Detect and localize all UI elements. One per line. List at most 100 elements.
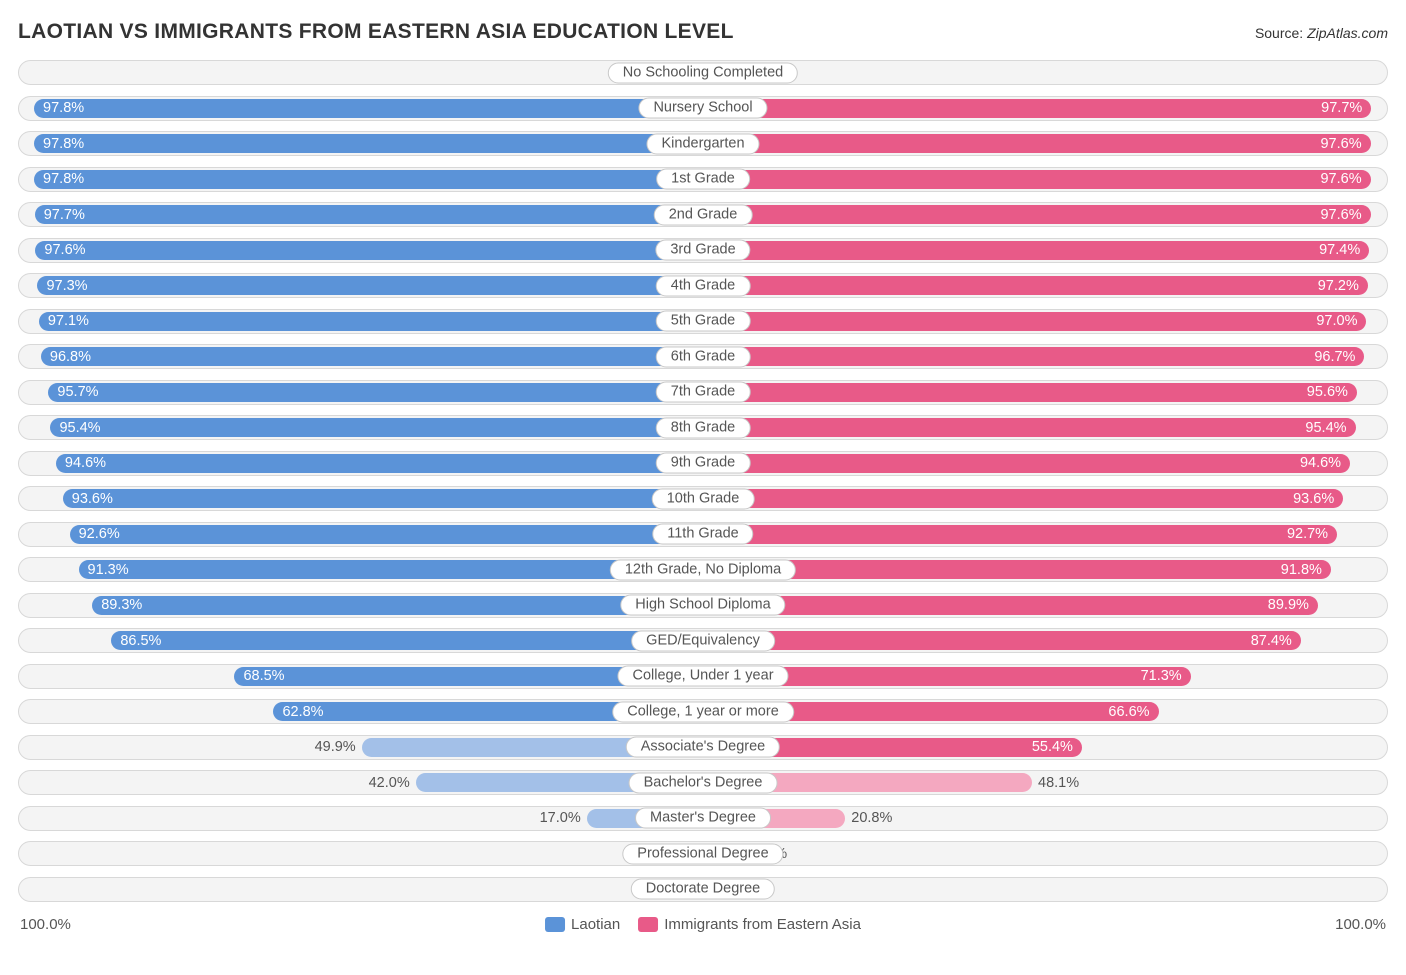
legend-swatch-left xyxy=(545,917,565,932)
category-pill: Kindergarten xyxy=(646,133,759,154)
legend-item-left: Laotian xyxy=(545,916,620,933)
pct-label-right: 20.8% xyxy=(845,807,898,830)
category-pill: 1st Grade xyxy=(656,169,750,190)
chart-row: 96.8%96.7%6th Grade xyxy=(18,344,1388,369)
category-pill: 3rd Grade xyxy=(655,240,750,261)
category-pill: 6th Grade xyxy=(656,346,751,367)
chart-header: LAOTIAN VS IMMIGRANTS FROM EASTERN ASIA … xyxy=(18,20,1388,44)
category-pill: Bachelor's Degree xyxy=(629,772,778,793)
bar-right xyxy=(703,312,1366,331)
bar-left xyxy=(35,205,703,224)
chart-row: 17.0% 20.8% Master's Degree xyxy=(18,806,1388,831)
chart-footer: 100.0% Laotian Immigrants from Eastern A… xyxy=(18,912,1388,936)
bar-left xyxy=(35,241,703,260)
category-pill: 7th Grade xyxy=(656,382,751,403)
pct-label-right: 48.1% xyxy=(1032,771,1085,794)
axis-label-left: 100.0% xyxy=(20,916,71,933)
bar-right xyxy=(703,205,1371,224)
category-pill: Associate's Degree xyxy=(626,737,780,758)
bar-right xyxy=(703,525,1337,544)
category-pill: 5th Grade xyxy=(656,311,751,332)
bar-right xyxy=(703,631,1301,650)
chart-row: 68.5%71.3%College, Under 1 year xyxy=(18,664,1388,689)
legend-swatch-right xyxy=(638,917,658,932)
bar-right xyxy=(703,99,1371,118)
bar-right xyxy=(703,134,1371,153)
bar-right xyxy=(703,347,1364,366)
source-attribution: Source: ZipAtlas.com xyxy=(1255,25,1388,41)
chart-row: 97.6%97.4%3rd Grade xyxy=(18,238,1388,263)
category-pill: High School Diploma xyxy=(620,595,785,616)
chart-row: 93.6%93.6%10th Grade xyxy=(18,486,1388,511)
bar-right xyxy=(703,454,1350,473)
bar-right xyxy=(703,596,1318,615)
bar-right xyxy=(703,241,1369,260)
chart-row: 97.8%97.7%Nursery School xyxy=(18,96,1388,121)
bar-right xyxy=(703,418,1356,437)
bar-left xyxy=(37,276,703,295)
bar-right xyxy=(703,276,1368,295)
legend-item-right: Immigrants from Eastern Asia xyxy=(638,916,861,933)
chart-row: 2.3%3.0%Doctorate Degree xyxy=(18,877,1388,902)
bar-left xyxy=(70,525,703,544)
category-pill: 2nd Grade xyxy=(654,204,753,225)
source-value: ZipAtlas.com xyxy=(1307,25,1388,41)
chart-row: 97.1%97.0%5th Grade xyxy=(18,309,1388,334)
chart-row: 94.6%94.6%9th Grade xyxy=(18,451,1388,476)
bar-left xyxy=(48,383,703,402)
axis-label-right: 100.0% xyxy=(1335,916,1386,933)
chart-row: 95.4%95.4%8th Grade xyxy=(18,415,1388,440)
bar-right xyxy=(703,383,1357,402)
legend-label-right: Immigrants from Eastern Asia xyxy=(664,916,861,933)
chart-row: 92.6%92.7%11th Grade xyxy=(18,522,1388,547)
bar-left xyxy=(56,454,703,473)
pct-label-left: 42.0% xyxy=(363,771,416,794)
bar-left xyxy=(92,596,703,615)
category-pill: Doctorate Degree xyxy=(631,879,775,900)
chart-row: 95.7%95.6%7th Grade xyxy=(18,380,1388,405)
chart-row: 97.8%97.6%Kindergarten xyxy=(18,131,1388,156)
chart-container: LAOTIAN VS IMMIGRANTS FROM EASTERN ASIA … xyxy=(0,0,1406,975)
chart-row: 97.3%97.2%4th Grade xyxy=(18,273,1388,298)
category-pill: 10th Grade xyxy=(652,488,755,509)
category-pill: Nursery School xyxy=(638,98,767,119)
category-pill: College, Under 1 year xyxy=(617,666,788,687)
legend: Laotian Immigrants from Eastern Asia xyxy=(545,916,861,933)
category-pill: 11th Grade xyxy=(652,524,753,545)
bar-left xyxy=(34,99,703,118)
chart-row: 97.7%97.6%2nd Grade xyxy=(18,202,1388,227)
bar-right xyxy=(703,489,1343,508)
chart-row: 91.3%91.8%12th Grade, No Diploma xyxy=(18,557,1388,582)
category-pill: 4th Grade xyxy=(656,275,751,296)
category-pill: 8th Grade xyxy=(656,417,751,438)
bar-left xyxy=(34,134,703,153)
bar-left xyxy=(41,347,703,366)
chart-title: LAOTIAN VS IMMIGRANTS FROM EASTERN ASIA … xyxy=(18,20,734,44)
chart-row: 2.2%2.4%No Schooling Completed xyxy=(18,60,1388,85)
bar-left xyxy=(34,170,703,189)
chart-row: 62.8%66.6%College, 1 year or more xyxy=(18,699,1388,724)
pct-label-left: 49.9% xyxy=(309,736,362,759)
category-pill: 9th Grade xyxy=(656,453,751,474)
legend-label-left: Laotian xyxy=(571,916,620,933)
bar-left xyxy=(50,418,703,437)
chart-row: 89.3%89.9%High School Diploma xyxy=(18,593,1388,618)
chart-row: 97.8%97.6%1st Grade xyxy=(18,167,1388,192)
bar-right xyxy=(703,560,1331,579)
category-pill: Master's Degree xyxy=(635,808,771,829)
category-pill: 12th Grade, No Diploma xyxy=(610,559,796,580)
chart-row: 5.2%6.6%Professional Degree xyxy=(18,841,1388,866)
chart-rows: 2.2%2.4%No Schooling Completed 97.8%97.7%… xyxy=(18,60,1388,902)
chart-row: 86.5%87.4%GED/Equivalency xyxy=(18,628,1388,653)
pct-label-left: 17.0% xyxy=(534,807,587,830)
bar-left xyxy=(63,489,703,508)
bar-left xyxy=(111,631,703,650)
chart-row: 49.9%55.4%Associate's Degree xyxy=(18,735,1388,760)
bar-left xyxy=(39,312,703,331)
category-pill: GED/Equivalency xyxy=(631,630,775,651)
category-pill: No Schooling Completed xyxy=(608,62,798,83)
bar-right xyxy=(703,170,1371,189)
chart-row: 42.0% 48.1% Bachelor's Degree xyxy=(18,770,1388,795)
source-label: Source: xyxy=(1255,25,1303,41)
category-pill: College, 1 year or more xyxy=(612,701,794,722)
